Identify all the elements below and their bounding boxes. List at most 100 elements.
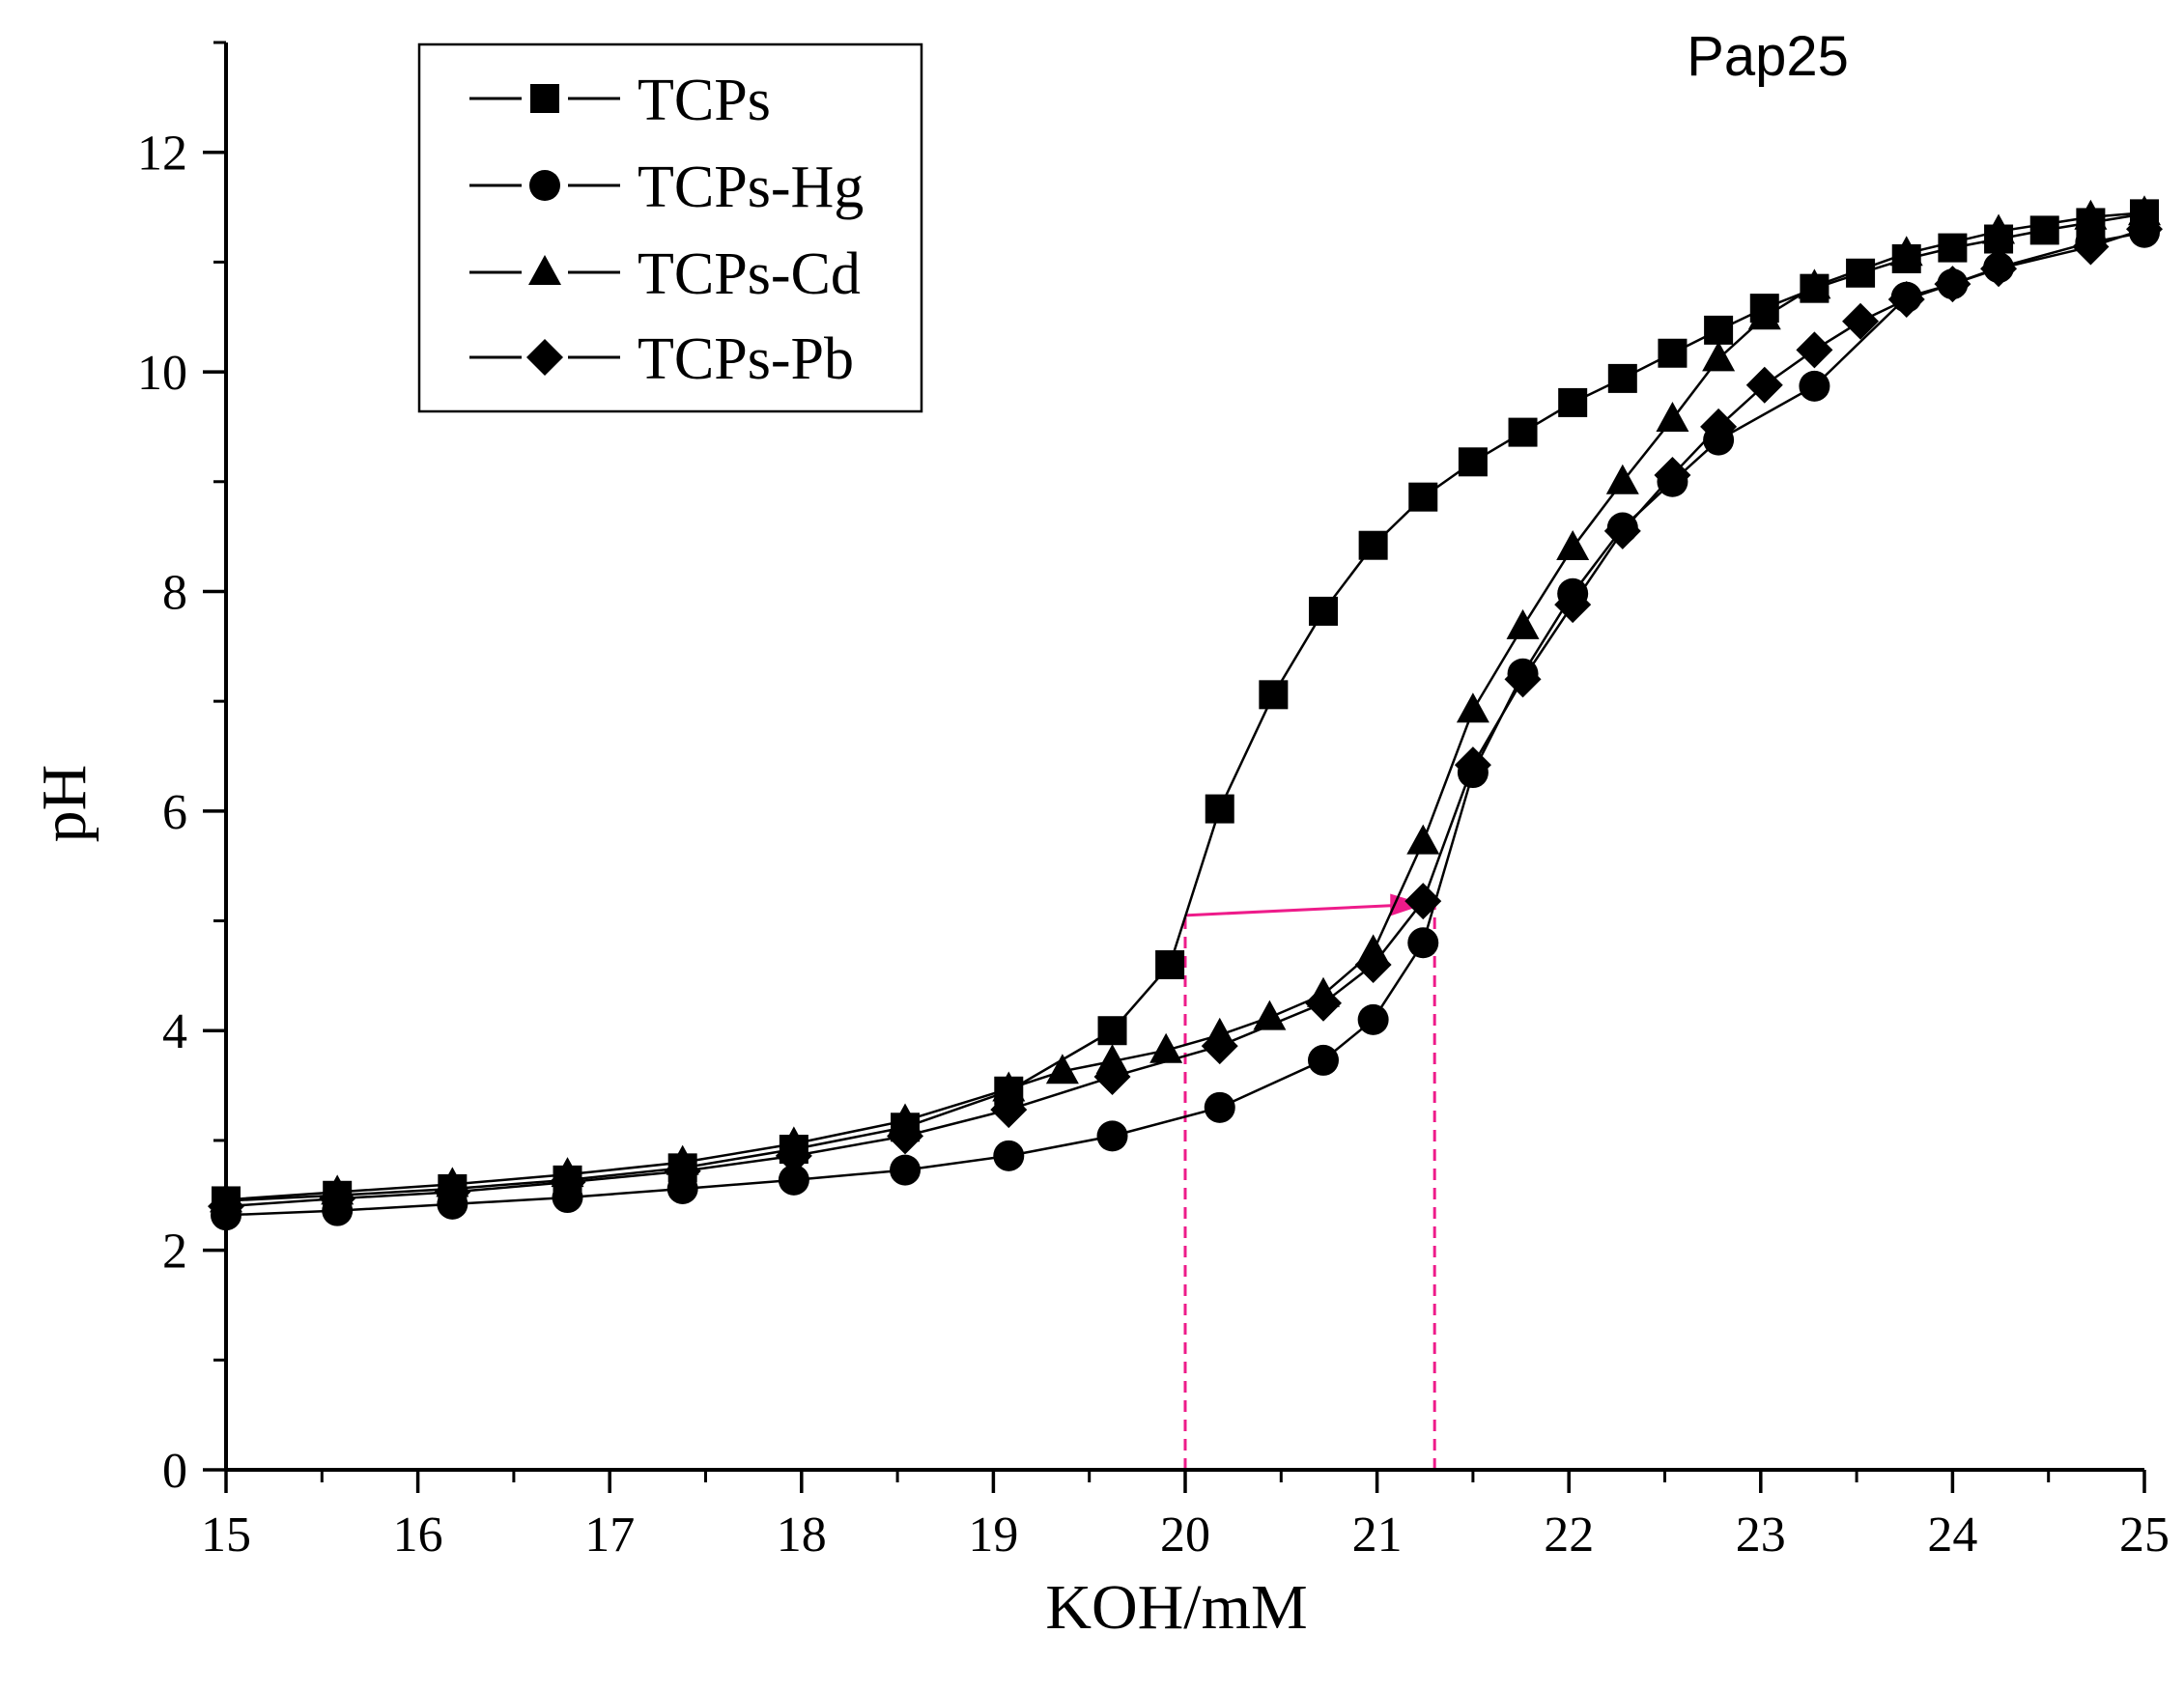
legend-marker-TCPs-Cd [528, 255, 561, 285]
legend-label-TCPs: TCPs [638, 68, 771, 133]
data-point-TCPs-Hg-6 [778, 1164, 809, 1196]
data-point-TCPs-15 [1408, 482, 1438, 512]
data-point-TCPs-17 [1508, 417, 1538, 447]
x-tick-label-17: 17 [584, 1507, 635, 1563]
data-point-TCPs-16 [1458, 447, 1488, 477]
x-tick-label-19: 19 [968, 1507, 1018, 1563]
x-tick-label-21: 21 [1352, 1507, 1403, 1563]
x-tick-label-20: 20 [1160, 1507, 1210, 1563]
legend: TCPs TCPs-Hg TCPs-Cd TCPs-Pb [417, 42, 923, 413]
data-point-TCPs-21 [1704, 315, 1734, 345]
data-point-TCPs-Hg-20 [1799, 370, 1830, 402]
legend-box [417, 42, 923, 413]
legend-marker-TCPs-Hg [529, 170, 560, 201]
x-tick-label-25: 25 [2119, 1507, 2170, 1563]
legend-marker-TCPs [530, 84, 559, 113]
data-point-TCPs-Cd-21 [1656, 401, 1689, 432]
data-point-TCPs-Pb-22 [1842, 302, 1880, 340]
data-point-TCPs-Pb-21 [1796, 331, 1833, 369]
data-point-TCPs-Cd-8 [992, 1071, 1026, 1102]
data-point-TCPs-Pb-2 [319, 1180, 356, 1218]
data-point-TCPs-Hg-12 [1357, 1003, 1389, 1035]
x-tick-label-16: 16 [393, 1507, 443, 1563]
legend-entry-TCPs: TCPs [469, 68, 771, 133]
annotation-layer [1183, 893, 1436, 1470]
data-point-TCPs-Cd-11 [1149, 1032, 1183, 1063]
series-line-TCPs-Cd [225, 211, 2145, 1201]
data-point-TCPs-18 [1558, 387, 1588, 417]
data-point-TCPs-9 [1097, 1016, 1127, 1046]
data-point-TCPs-19 [1607, 363, 1637, 393]
y-axis-label: pH [29, 765, 99, 843]
x-tick-label-18: 18 [777, 1507, 827, 1563]
data-point-TCPs-Pb-26 [2072, 228, 2110, 266]
legend-entry-TCPs-Pb: TCPs-Pb [469, 326, 854, 392]
x-tick-label-24: 24 [1927, 1507, 1977, 1563]
y-tick-label-8: 8 [162, 565, 187, 620]
data-point-TCPs-Hg-11 [1307, 1044, 1339, 1076]
data-point-TCPs-Pb-18 [1654, 456, 1691, 493]
data-point-TCPs-10 [1155, 950, 1185, 980]
data-point-TCPs-Cd-16 [1406, 824, 1440, 855]
data-point-TCPs-Cd-26 [1982, 213, 2016, 244]
legend-entry-TCPs-Cd: TCPs-Cd [469, 241, 861, 307]
data-point-TCPs-Hg-9 [1096, 1120, 1128, 1152]
data-point-TCPs-Hg-13 [1407, 927, 1439, 959]
data-point-TCPs-Pb-24 [1934, 266, 1971, 303]
data-point-TCPs-Pb-3 [434, 1173, 471, 1211]
data-point-TCPs-Pb-16 [1554, 586, 1592, 624]
data-point-TCPs-Hg-8 [993, 1140, 1025, 1171]
data-point-TCPs-Cd-17 [1456, 692, 1489, 723]
data-point-TCPs-Pb-10 [1201, 1028, 1238, 1065]
data-point-TCPs-Hg-10 [1204, 1091, 1235, 1123]
x-tick-label-22: 22 [1544, 1507, 1594, 1563]
data-point-TCPs-Pb-12 [1354, 946, 1392, 984]
data-point-TCPs-Pb-13 [1404, 883, 1442, 920]
data-point-TCPs-Pb-14 [1454, 746, 1491, 784]
y-tick-label-0: 0 [162, 1444, 187, 1499]
y-tick-label-10: 10 [137, 346, 187, 401]
legend-label-TCPs-Pb: TCPs-Pb [638, 326, 854, 392]
data-point-TCPs-Pb-25 [1980, 250, 2018, 288]
annotation-arrow-head [1390, 893, 1426, 916]
series-TCPs-Pb [208, 211, 2163, 1225]
legend-label-TCPs-Cd: TCPs-Cd [638, 241, 861, 307]
x-tick-label-15: 15 [201, 1507, 251, 1563]
y-tick-label-12: 12 [137, 127, 187, 182]
data-point-TCPs-Cd-27 [2074, 199, 2108, 230]
data-point-TCPs-12 [1259, 680, 1289, 710]
data-point-TCPs-Pb-23 [1887, 281, 1925, 319]
y-tick-label-6: 6 [162, 785, 187, 840]
data-point-TCPs-20 [1658, 338, 1688, 368]
data-point-TCPs-Hg-7 [890, 1154, 922, 1186]
data-point-TCPs-28 [2029, 215, 2059, 245]
data-point-TCPs-Cd-28 [2128, 195, 2161, 226]
data-point-TCPs-Cd-9 [1045, 1054, 1079, 1084]
data-point-TCPs-Pb-6 [775, 1137, 812, 1174]
x-axis-label: KOH/mM [1045, 1572, 1307, 1643]
data-point-TCPs-Cd-20 [1605, 464, 1639, 494]
series-layer [208, 195, 2163, 1231]
data-point-TCPs-Pb-8 [990, 1091, 1028, 1129]
data-point-TCPs-Cd-23 [1747, 299, 1781, 330]
data-point-TCPs-Pb-17 [1603, 512, 1641, 549]
y-tick-label-2: 2 [162, 1225, 187, 1280]
data-point-TCPs-Cd-19 [1556, 529, 1590, 560]
data-point-TCPs-Cd-18 [1506, 608, 1540, 639]
annotation-arrow-shaft [1184, 903, 1397, 917]
data-point-TCPs-14 [1358, 530, 1388, 560]
data-point-TCPs-Pb-15 [1504, 661, 1542, 698]
data-point-TCPs-Pb-20 [1745, 366, 1783, 404]
data-point-TCPs-Pb-5 [664, 1152, 701, 1190]
legend-entry-TCPs-Hg: TCPs-Hg [469, 155, 864, 220]
y-tick-label-4: 4 [162, 1004, 187, 1059]
data-point-TCPs-13 [1308, 596, 1338, 626]
data-point-TCPs-26 [1938, 233, 1968, 263]
data-point-TCPs-Pb-19 [1700, 408, 1738, 445]
legend-label-TCPs-Hg: TCPs-Hg [638, 155, 864, 220]
data-point-TCPs-Pb-9 [1093, 1057, 1131, 1095]
data-point-TCPs-11 [1205, 794, 1234, 824]
data-point-TCPs-Cd-25 [1889, 236, 1923, 267]
data-point-TCPs-Cd-24 [1798, 268, 1831, 299]
